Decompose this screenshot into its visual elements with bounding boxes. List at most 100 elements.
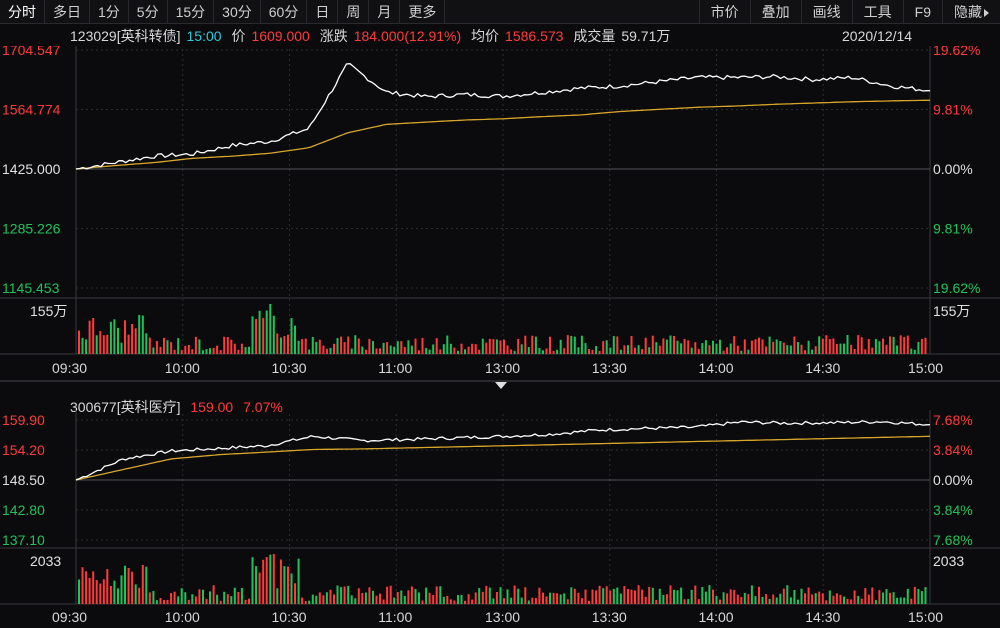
volume-bar xyxy=(322,595,325,604)
volume-bar xyxy=(722,592,725,604)
volume-bar xyxy=(226,594,229,604)
tool-tab-4[interactable]: F9 xyxy=(902,0,942,24)
top-intraday-chart[interactable]: 1704.547 19.62% 1564.774 9.81% 1425.000 0.00%… xyxy=(0,46,1000,380)
volume-bar xyxy=(736,594,739,604)
volume-bar xyxy=(258,310,261,354)
volume-bar xyxy=(896,597,899,604)
volume-bar xyxy=(722,350,725,354)
volume-bar xyxy=(276,588,279,604)
volume-bar xyxy=(308,349,311,354)
quote-date: 2020/12/14 xyxy=(842,28,913,44)
period-tab-0[interactable]: 分时 xyxy=(0,0,45,24)
period-tab-4[interactable]: 15分 xyxy=(168,0,215,24)
volume-bar xyxy=(892,592,895,604)
volume-bar xyxy=(708,585,711,604)
volume-bar xyxy=(248,598,250,604)
volume-bar xyxy=(524,335,527,354)
volume-bar xyxy=(102,579,105,604)
volume-bar xyxy=(917,341,920,354)
volume-value: 59.71万 xyxy=(621,28,671,44)
period-tab-5[interactable]: 30分 xyxy=(214,0,261,24)
volume-bar xyxy=(853,349,856,354)
volume-bar xyxy=(552,592,555,604)
volume-bar xyxy=(375,348,378,354)
volume-bar xyxy=(906,335,909,354)
volume-bar xyxy=(364,592,367,604)
period-tab-1[interactable]: 多日 xyxy=(45,0,90,24)
y-axis-left-label: 1704.547 xyxy=(2,46,61,58)
volume-bar xyxy=(602,341,605,354)
volume-bar xyxy=(825,600,828,604)
volume-bar xyxy=(155,341,158,354)
volume-bar xyxy=(340,587,343,604)
x-axis-time-label: 10:00 xyxy=(165,360,200,376)
period-tab-8[interactable]: 周 xyxy=(338,0,370,24)
volume-bar xyxy=(474,592,477,604)
period-tab-3[interactable]: 5分 xyxy=(129,0,168,24)
volume-bar xyxy=(665,339,668,354)
volume-bar xyxy=(173,591,176,604)
volume-bar xyxy=(113,319,116,354)
period-tab-2[interactable]: 1分 xyxy=(90,0,129,24)
volume-bar xyxy=(616,587,619,604)
volume-bar xyxy=(343,342,346,354)
volume-bar xyxy=(595,346,598,354)
volume-bar xyxy=(570,587,573,604)
volume-bar xyxy=(294,583,296,604)
volume-bar xyxy=(694,342,697,354)
volume-bar xyxy=(807,587,810,604)
volume-bar xyxy=(159,598,162,604)
volume-bar xyxy=(117,588,119,604)
volume-bar xyxy=(556,593,559,604)
period-tab-7[interactable]: 日 xyxy=(307,0,339,24)
tool-tab-5[interactable]: 隐藏 xyxy=(942,0,1000,24)
y-axis-right-label: 0.00% xyxy=(933,161,973,177)
tool-tab-2[interactable]: 画线 xyxy=(800,0,852,24)
volume-bar xyxy=(311,594,314,604)
volume-bar xyxy=(194,596,197,604)
volume-bar xyxy=(435,586,438,604)
volume-bar xyxy=(478,349,481,354)
volume-bar xyxy=(676,590,679,604)
volume-bar xyxy=(177,596,180,604)
volume-bar xyxy=(428,592,431,604)
tool-tab-3[interactable]: 工具 xyxy=(851,0,903,24)
volume-bar xyxy=(202,589,204,604)
volume-bar xyxy=(828,339,831,354)
volume-bar xyxy=(903,597,906,604)
tool-tabs: 市价 叠加 画线 工具 F9 隐藏 xyxy=(698,0,1000,24)
volume-bar xyxy=(846,335,849,354)
volume-bar xyxy=(814,346,817,354)
volume-bar xyxy=(343,586,346,604)
volume-bar xyxy=(864,349,867,354)
period-tab-9[interactable]: 月 xyxy=(369,0,401,24)
volume-bar xyxy=(768,599,771,604)
y-axis-left-label: 159.90 xyxy=(2,412,45,428)
volume-bar xyxy=(758,586,760,604)
volume-bar xyxy=(109,586,112,604)
volume-bar xyxy=(871,587,874,604)
volume-bar xyxy=(315,341,318,354)
volume-bar xyxy=(297,558,300,604)
volume-bar xyxy=(704,340,707,354)
volume-bar xyxy=(145,333,148,354)
volume-bar xyxy=(255,319,258,354)
volume-bar xyxy=(347,585,350,604)
tool-tab-1[interactable]: 叠加 xyxy=(749,0,801,24)
bottom-intraday-chart[interactable]: 159.90 7.68% 154.20 3.84% 148.50 0.00% 142.80 3… xyxy=(0,408,1000,628)
volume-bar xyxy=(425,587,428,604)
volume-bar xyxy=(595,590,598,604)
x-axis-time-label: 13:30 xyxy=(592,360,627,376)
volume-bar xyxy=(846,599,849,604)
tool-tab-0[interactable]: 市价 xyxy=(698,0,750,24)
volume-bar xyxy=(202,350,204,354)
volume-label: 成交量 xyxy=(573,28,616,44)
volume-bar xyxy=(407,340,410,354)
volume-bar xyxy=(549,336,551,354)
volume-bar xyxy=(775,339,778,354)
period-tab-10[interactable]: 更多 xyxy=(400,0,446,24)
collapse-arrow-icon[interactable] xyxy=(495,382,507,389)
volume-bar xyxy=(173,349,176,354)
period-tab-6[interactable]: 60分 xyxy=(261,0,308,24)
volume-bar xyxy=(563,593,566,604)
